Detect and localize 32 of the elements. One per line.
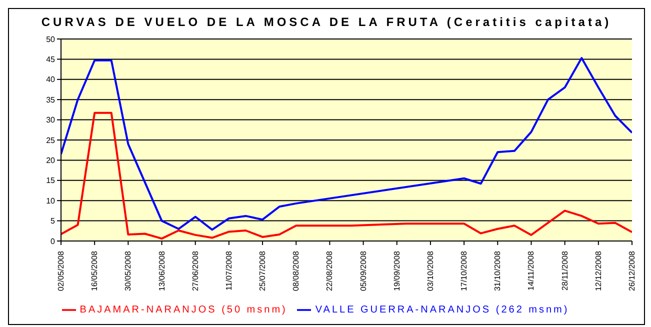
x-tick-label: 05/09/2008 [358, 250, 368, 292]
x-tick-label: 26/12/2008 [628, 250, 636, 292]
x-tick-label: 02/05/2008 [56, 250, 66, 292]
y-tick-label: 40 [46, 75, 56, 84]
y-tick-label: 45 [46, 55, 56, 64]
y-tick-label: 0 [50, 236, 56, 246]
y-tick-label: 50 [46, 34, 56, 44]
x-tick-label: 30/05/2008 [124, 250, 133, 292]
x-tick-label: 03/10/2008 [426, 250, 435, 292]
x-tick-label: 13/06/2008 [157, 250, 166, 292]
x-tick-label: 31/10/2008 [493, 250, 502, 292]
legend-label: VALLE GUERRA-NARANJOS (262 msnm) [315, 304, 570, 316]
x-tick-label: 22/08/2008 [325, 250, 334, 292]
x-tick-label: 11/07/2008 [224, 250, 234, 290]
y-tick-label: 5 [50, 216, 56, 226]
y-tick-label: 10 [46, 196, 56, 206]
x-tick-label: 17/10/2008 [460, 250, 469, 292]
y-tick-label: 15 [46, 176, 56, 186]
y-tick-label: 35 [46, 95, 56, 104]
x-tick-label: 16/05/2008 [90, 250, 100, 292]
legend-label: BAJAMAR-NARANJOS (50 msnm) [80, 304, 288, 316]
y-tick-label: 25 [46, 136, 56, 145]
x-tick-label: 28/11/2008 [560, 250, 570, 290]
x-tick-label: 25/07/2008 [258, 250, 268, 292]
x-tick-label: 08/08/2008 [292, 250, 301, 292]
x-tick-label: 27/06/2008 [190, 250, 200, 292]
y-tick-label: 20 [46, 156, 56, 166]
x-tick-label: 14/11/2008 [526, 250, 536, 290]
y-tick-label: 30 [46, 116, 56, 125]
chart-title: CURVAS DE VUELO DE LA MOSCA DE LA FRUTA (Ceratitis capitata) [40, 15, 613, 31]
x-tick-label: 19/09/2008 [392, 250, 402, 292]
x-tick-label: 12/12/2008 [594, 250, 603, 292]
